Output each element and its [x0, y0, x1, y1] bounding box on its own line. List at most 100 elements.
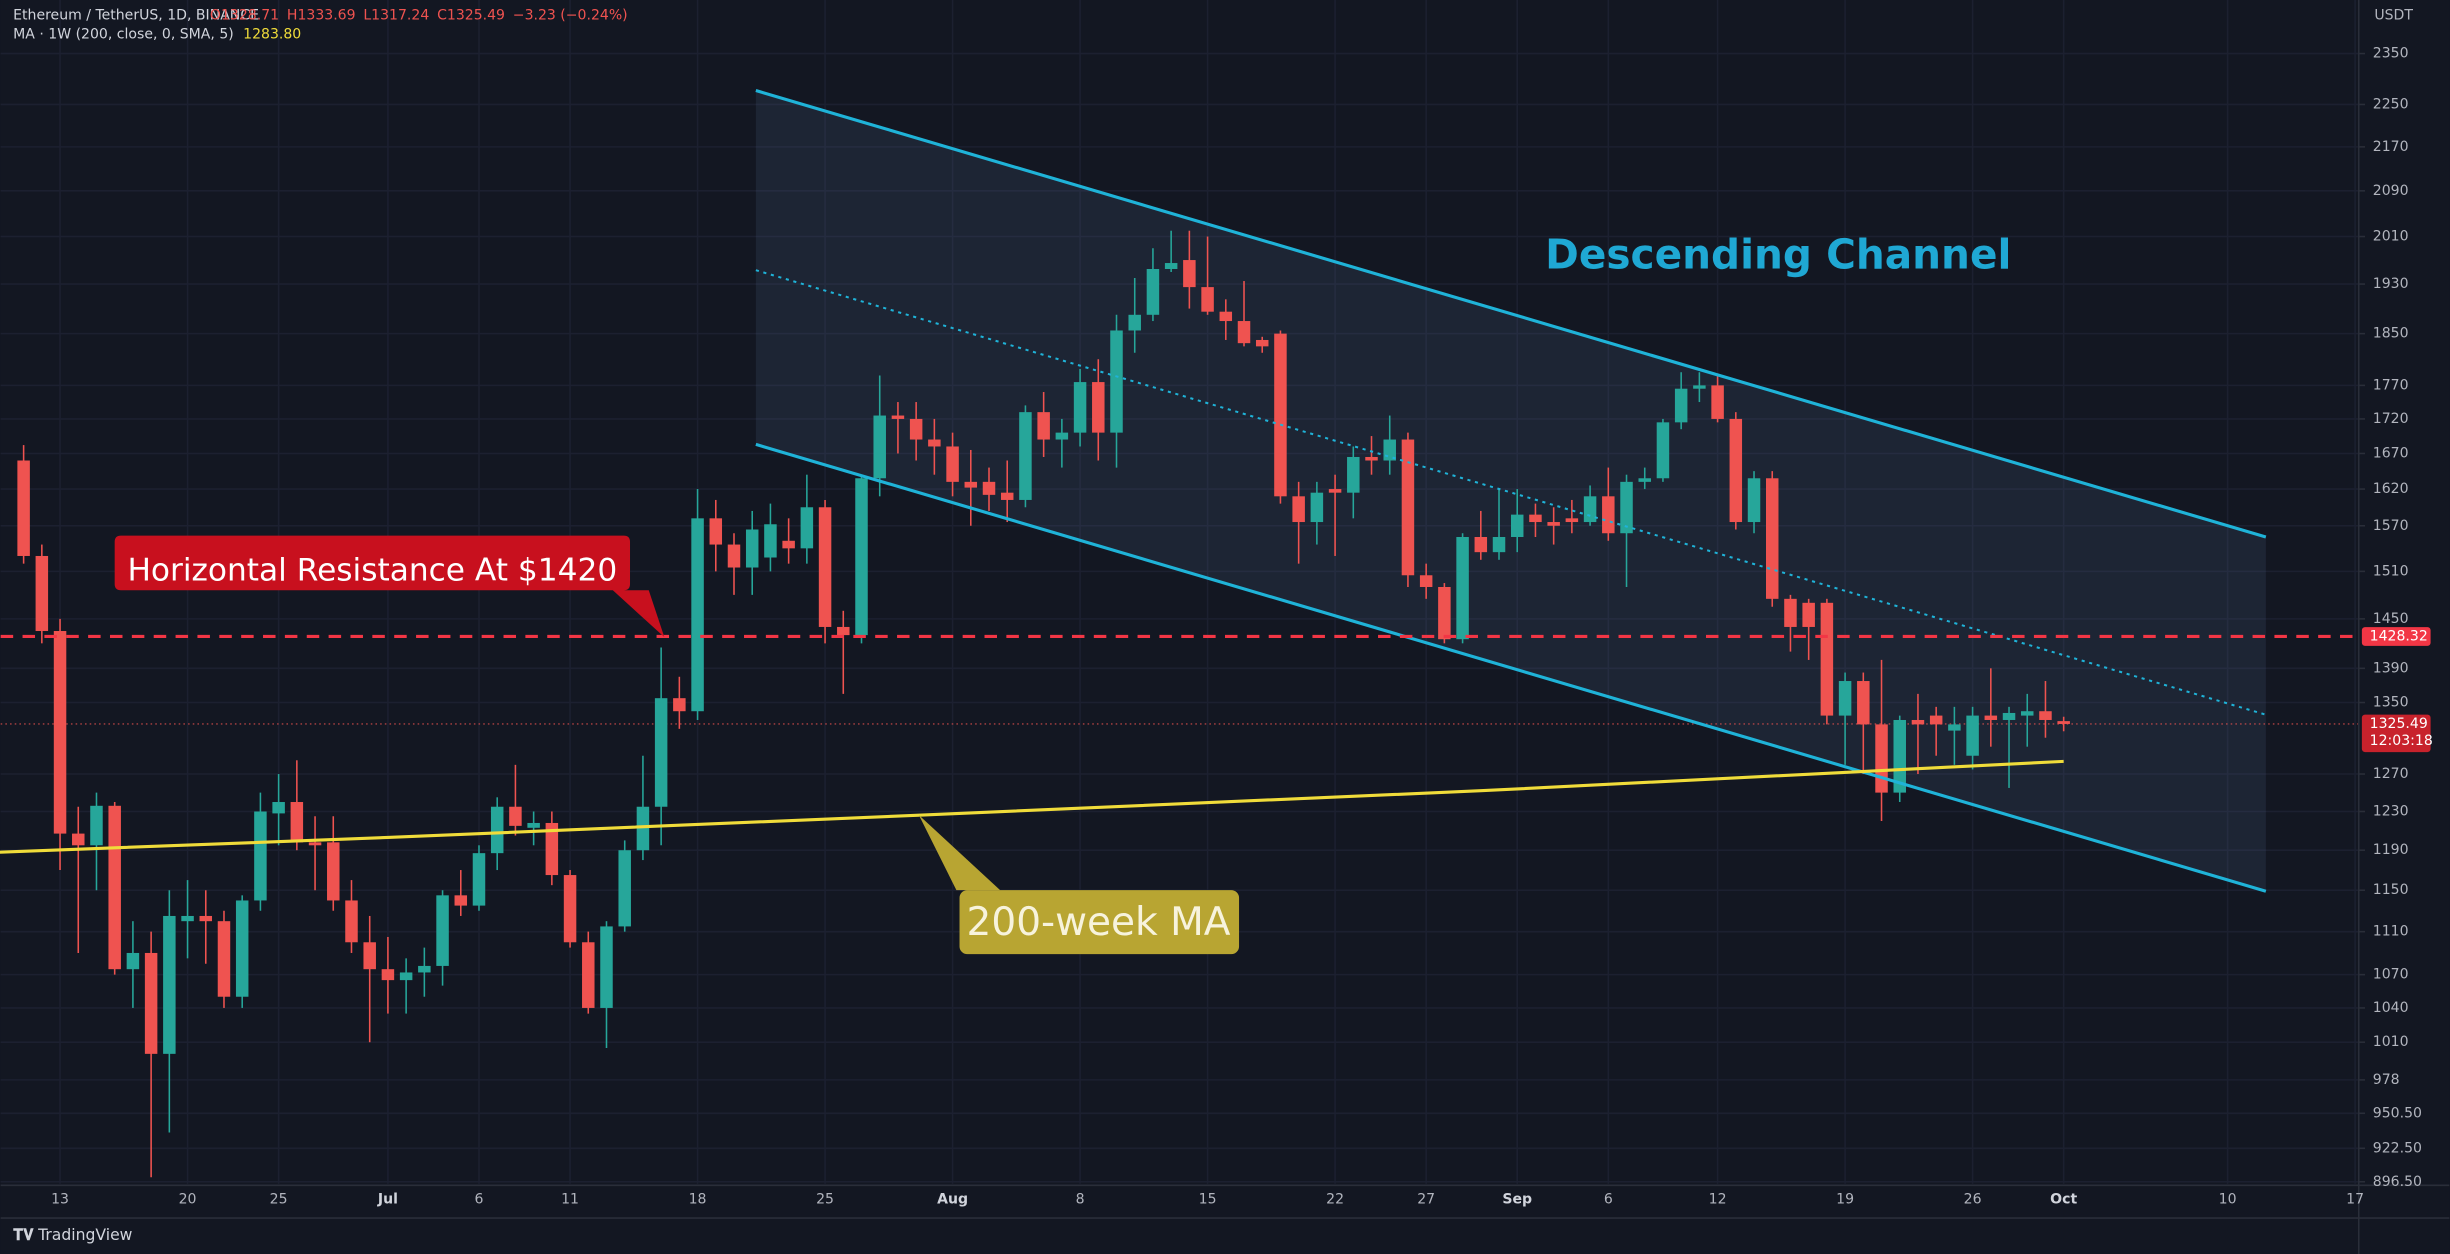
candle-body: [235, 900, 249, 997]
candle-body: [1693, 385, 1706, 389]
candle-body: [1638, 478, 1651, 482]
y-tick-label: 1510: [2373, 563, 2409, 579]
x-tick-label: 18: [689, 1191, 707, 1207]
x-tick-label: 6: [1604, 1191, 1613, 1207]
candle-body: [2002, 712, 2016, 720]
candle-body: [1292, 496, 1305, 523]
resistance-tag: [2361, 627, 2431, 646]
ma-line: [0, 759, 2064, 854]
y-tick-label: 1230: [2373, 803, 2409, 819]
y-tick-label: 2250: [2373, 96, 2409, 112]
candle-body: [327, 842, 340, 901]
candle-body: [490, 806, 504, 854]
candle-body: [1474, 537, 1488, 553]
candle-body: [1875, 724, 1888, 793]
ohlc-legend: O1328.71 H1333.69 L1317.24 C1325.49 −3.23 (−…: [210, 8, 628, 24]
y-tick-label: 1110: [2373, 924, 2409, 940]
candle-body: [673, 698, 686, 712]
candle-body: [2057, 721, 2070, 724]
y-tick-label: 2170: [2373, 139, 2409, 155]
candle-body: [1310, 492, 1324, 523]
candle-body: [636, 806, 650, 851]
candle-body: [1164, 263, 1178, 270]
candle-body: [381, 969, 395, 981]
candle-body: [217, 921, 231, 997]
candle-body: [982, 481, 996, 495]
candle-body: [1347, 456, 1360, 493]
x-tick-label: 11: [561, 1191, 579, 1207]
ohlc-value: H1333.69: [287, 8, 356, 24]
y-tick-label: 950.50: [2373, 1105, 2422, 1121]
ohlc-value: L1317.24: [363, 8, 429, 24]
x-tick-label: Jul: [377, 1191, 398, 1207]
candle-body: [1602, 496, 1615, 534]
candle-body: [818, 507, 832, 627]
candle-body: [1328, 489, 1342, 493]
y-tick-label: 2010: [2373, 229, 2409, 245]
candle-body: [1438, 586, 1451, 640]
symbol: Ethereum / TetherUS, 1D, BINANCE: [13, 8, 259, 24]
candle-body: [946, 446, 959, 482]
y-tick-label: 978: [2373, 1072, 2400, 1088]
currency: USDT: [2374, 8, 2413, 24]
channel-annotation: Descending Channel: [1545, 231, 2011, 279]
candle-body: [144, 952, 158, 1054]
candle-body: [1237, 321, 1251, 344]
ma-callout-pointer: [918, 815, 1001, 891]
candle-body: [1565, 518, 1579, 523]
y-tick-label: 1620: [2373, 481, 2409, 497]
x-tick-label: 27: [1417, 1191, 1435, 1207]
candle-body: [891, 415, 905, 419]
candle-body: [727, 544, 741, 568]
candle-body: [272, 802, 285, 814]
candle-body: [17, 460, 30, 556]
x-tick-label: 10: [2219, 1191, 2237, 1207]
candle-body: [1929, 715, 1943, 725]
candle-body: [399, 972, 413, 981]
candle-body: [764, 524, 777, 558]
ma-annotation: 200-week MA: [967, 900, 1231, 945]
candle-body: [909, 418, 923, 440]
candle-body: [855, 478, 868, 636]
y-tick-label: 1670: [2373, 445, 2409, 461]
candle-body: [509, 806, 522, 826]
channel-fill: [755, 90, 2266, 892]
countdown: 12:03:18: [2370, 733, 2433, 749]
x-tick-label: 13: [51, 1191, 69, 1207]
candle-body: [290, 802, 304, 843]
overlay-back: [0, 90, 2359, 892]
candle-body: [600, 926, 613, 1008]
y-tick-label: 1450: [2373, 611, 2409, 627]
x-tick-label: 15: [1199, 1191, 1217, 1207]
candle-body: [72, 833, 85, 846]
y-tick-label: 2350: [2373, 46, 2409, 62]
candle-body: [964, 481, 978, 488]
candle-body: [1274, 333, 1287, 497]
candle-body: [90, 805, 103, 846]
candle-body: [1365, 456, 1378, 461]
candle-body: [1110, 330, 1123, 433]
change: −3.23 (−0.24%): [513, 8, 628, 24]
candle-body: [1092, 382, 1105, 433]
candle-body: [1128, 314, 1141, 331]
candle-body: [1219, 311, 1233, 322]
resistance-annotation: Horizontal Resistance At $1420: [127, 553, 617, 589]
candle-body: [1073, 382, 1087, 433]
y-tick-label: 1720: [2373, 411, 2409, 427]
candle-body: [1747, 478, 1761, 523]
candle-body: [1255, 339, 1269, 347]
x-tick-label: 19: [1836, 1191, 1854, 1207]
ma-legend-name: MA · 1W (200, close, 0, SMA, 5): [13, 26, 234, 42]
candle-body: [2020, 711, 2034, 716]
y-tick-label: 1930: [2373, 276, 2409, 292]
candle-body: [1802, 602, 1815, 627]
y-tick-label: 2090: [2373, 183, 2409, 199]
y-tick-label: 1150: [2373, 882, 2409, 898]
grid: [0, 0, 2359, 1184]
ohlc-value: C1325.49: [437, 8, 505, 24]
candle-body: [53, 631, 67, 834]
y-tick-label: 1010: [2373, 1034, 2409, 1050]
candle-body: [1838, 681, 1852, 716]
candle-body: [436, 895, 449, 966]
